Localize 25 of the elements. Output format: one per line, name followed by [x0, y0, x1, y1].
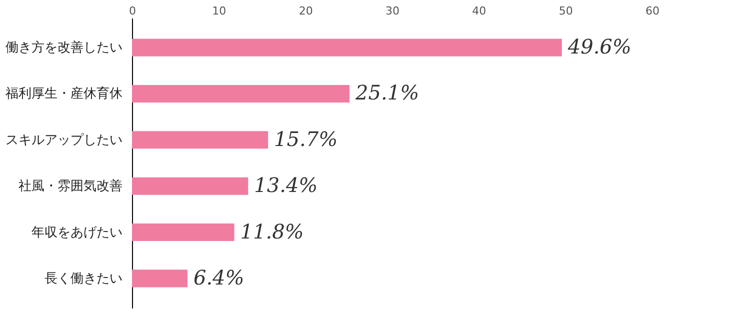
data-label: 49.6%: [566, 34, 632, 59]
bar: [132, 131, 268, 149]
y-tick-label: 長く働きたい: [44, 271, 122, 286]
data-label: 13.4%: [254, 173, 318, 198]
y-tick-label: 社風・雰囲気改善: [18, 178, 122, 194]
x-tick-label: 10: [212, 4, 226, 18]
bar: [132, 177, 248, 195]
y-tick-label: スキルアップしたい: [6, 132, 122, 148]
data-label: 11.8%: [240, 219, 304, 244]
bar: [132, 84, 350, 103]
data-label: 25.1%: [354, 80, 420, 105]
x-tick-label: 30: [386, 4, 400, 18]
data-label: 15.7%: [274, 126, 338, 151]
y-tick-label: 年収をあげたい: [32, 225, 122, 240]
y-tick-label: 福利厚生・産休育休: [6, 86, 122, 102]
data-label: 6.4%: [193, 265, 244, 290]
x-tick-label: 60: [646, 4, 660, 18]
x-tick-label: 50: [558, 4, 573, 18]
bar: [132, 270, 188, 288]
x-tick-label: 0: [129, 4, 136, 18]
bar: [132, 223, 234, 242]
y-tick-label: 働き方を改善したい: [6, 40, 122, 56]
x-tick-label: 20: [298, 4, 313, 18]
x-tick-label: 40: [472, 4, 486, 18]
bar: [132, 38, 562, 56]
